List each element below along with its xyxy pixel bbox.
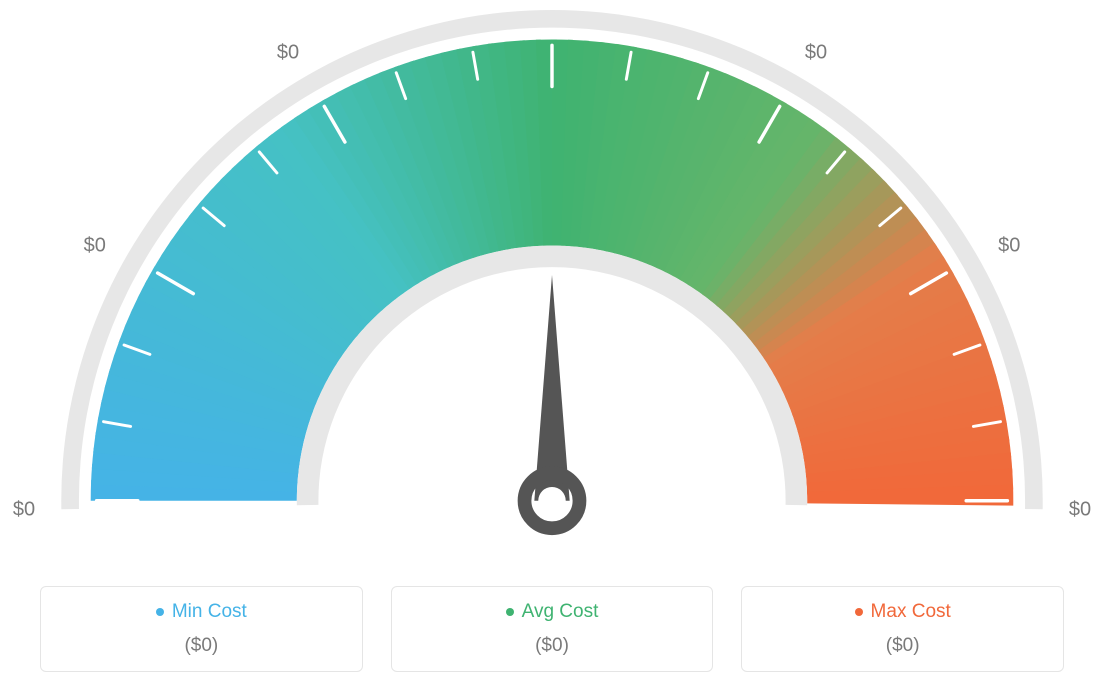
- legend-value-min: ($0): [51, 635, 352, 657]
- legend-title-min: Min Cost: [156, 601, 247, 623]
- legend-card-max: Max Cost ($0): [741, 586, 1064, 672]
- legend-dot-min: [156, 608, 164, 616]
- legend-card-avg: Avg Cost ($0): [391, 586, 714, 672]
- gauge-svg: [22, 10, 1082, 540]
- legend-label-avg: Avg Cost: [522, 601, 599, 623]
- gauge-tick-label: $0: [998, 235, 1020, 258]
- gauge-tick-label: $0: [13, 499, 35, 522]
- legend-label-min: Min Cost: [172, 601, 247, 623]
- legend-label-max: Max Cost: [871, 601, 951, 623]
- gauge-tick-label: $0: [277, 41, 299, 64]
- legend-dot-avg: [506, 608, 514, 616]
- legend-dot-max: [855, 608, 863, 616]
- legend-value-max: ($0): [752, 635, 1053, 657]
- legend-title-avg: Avg Cost: [506, 601, 599, 623]
- legend-title-max: Max Cost: [855, 601, 951, 623]
- cost-gauge: $0$0$0$0$0$0$0: [22, 10, 1082, 540]
- legend-card-min: Min Cost ($0): [40, 586, 363, 672]
- gauge-tick-label: $0: [805, 41, 827, 64]
- legend-value-avg: ($0): [402, 635, 703, 657]
- legend-row: Min Cost ($0) Avg Cost ($0) Max Cost ($0…: [40, 586, 1064, 672]
- gauge-tick-label: $0: [84, 235, 106, 258]
- gauge-tick-label: $0: [1069, 499, 1091, 522]
